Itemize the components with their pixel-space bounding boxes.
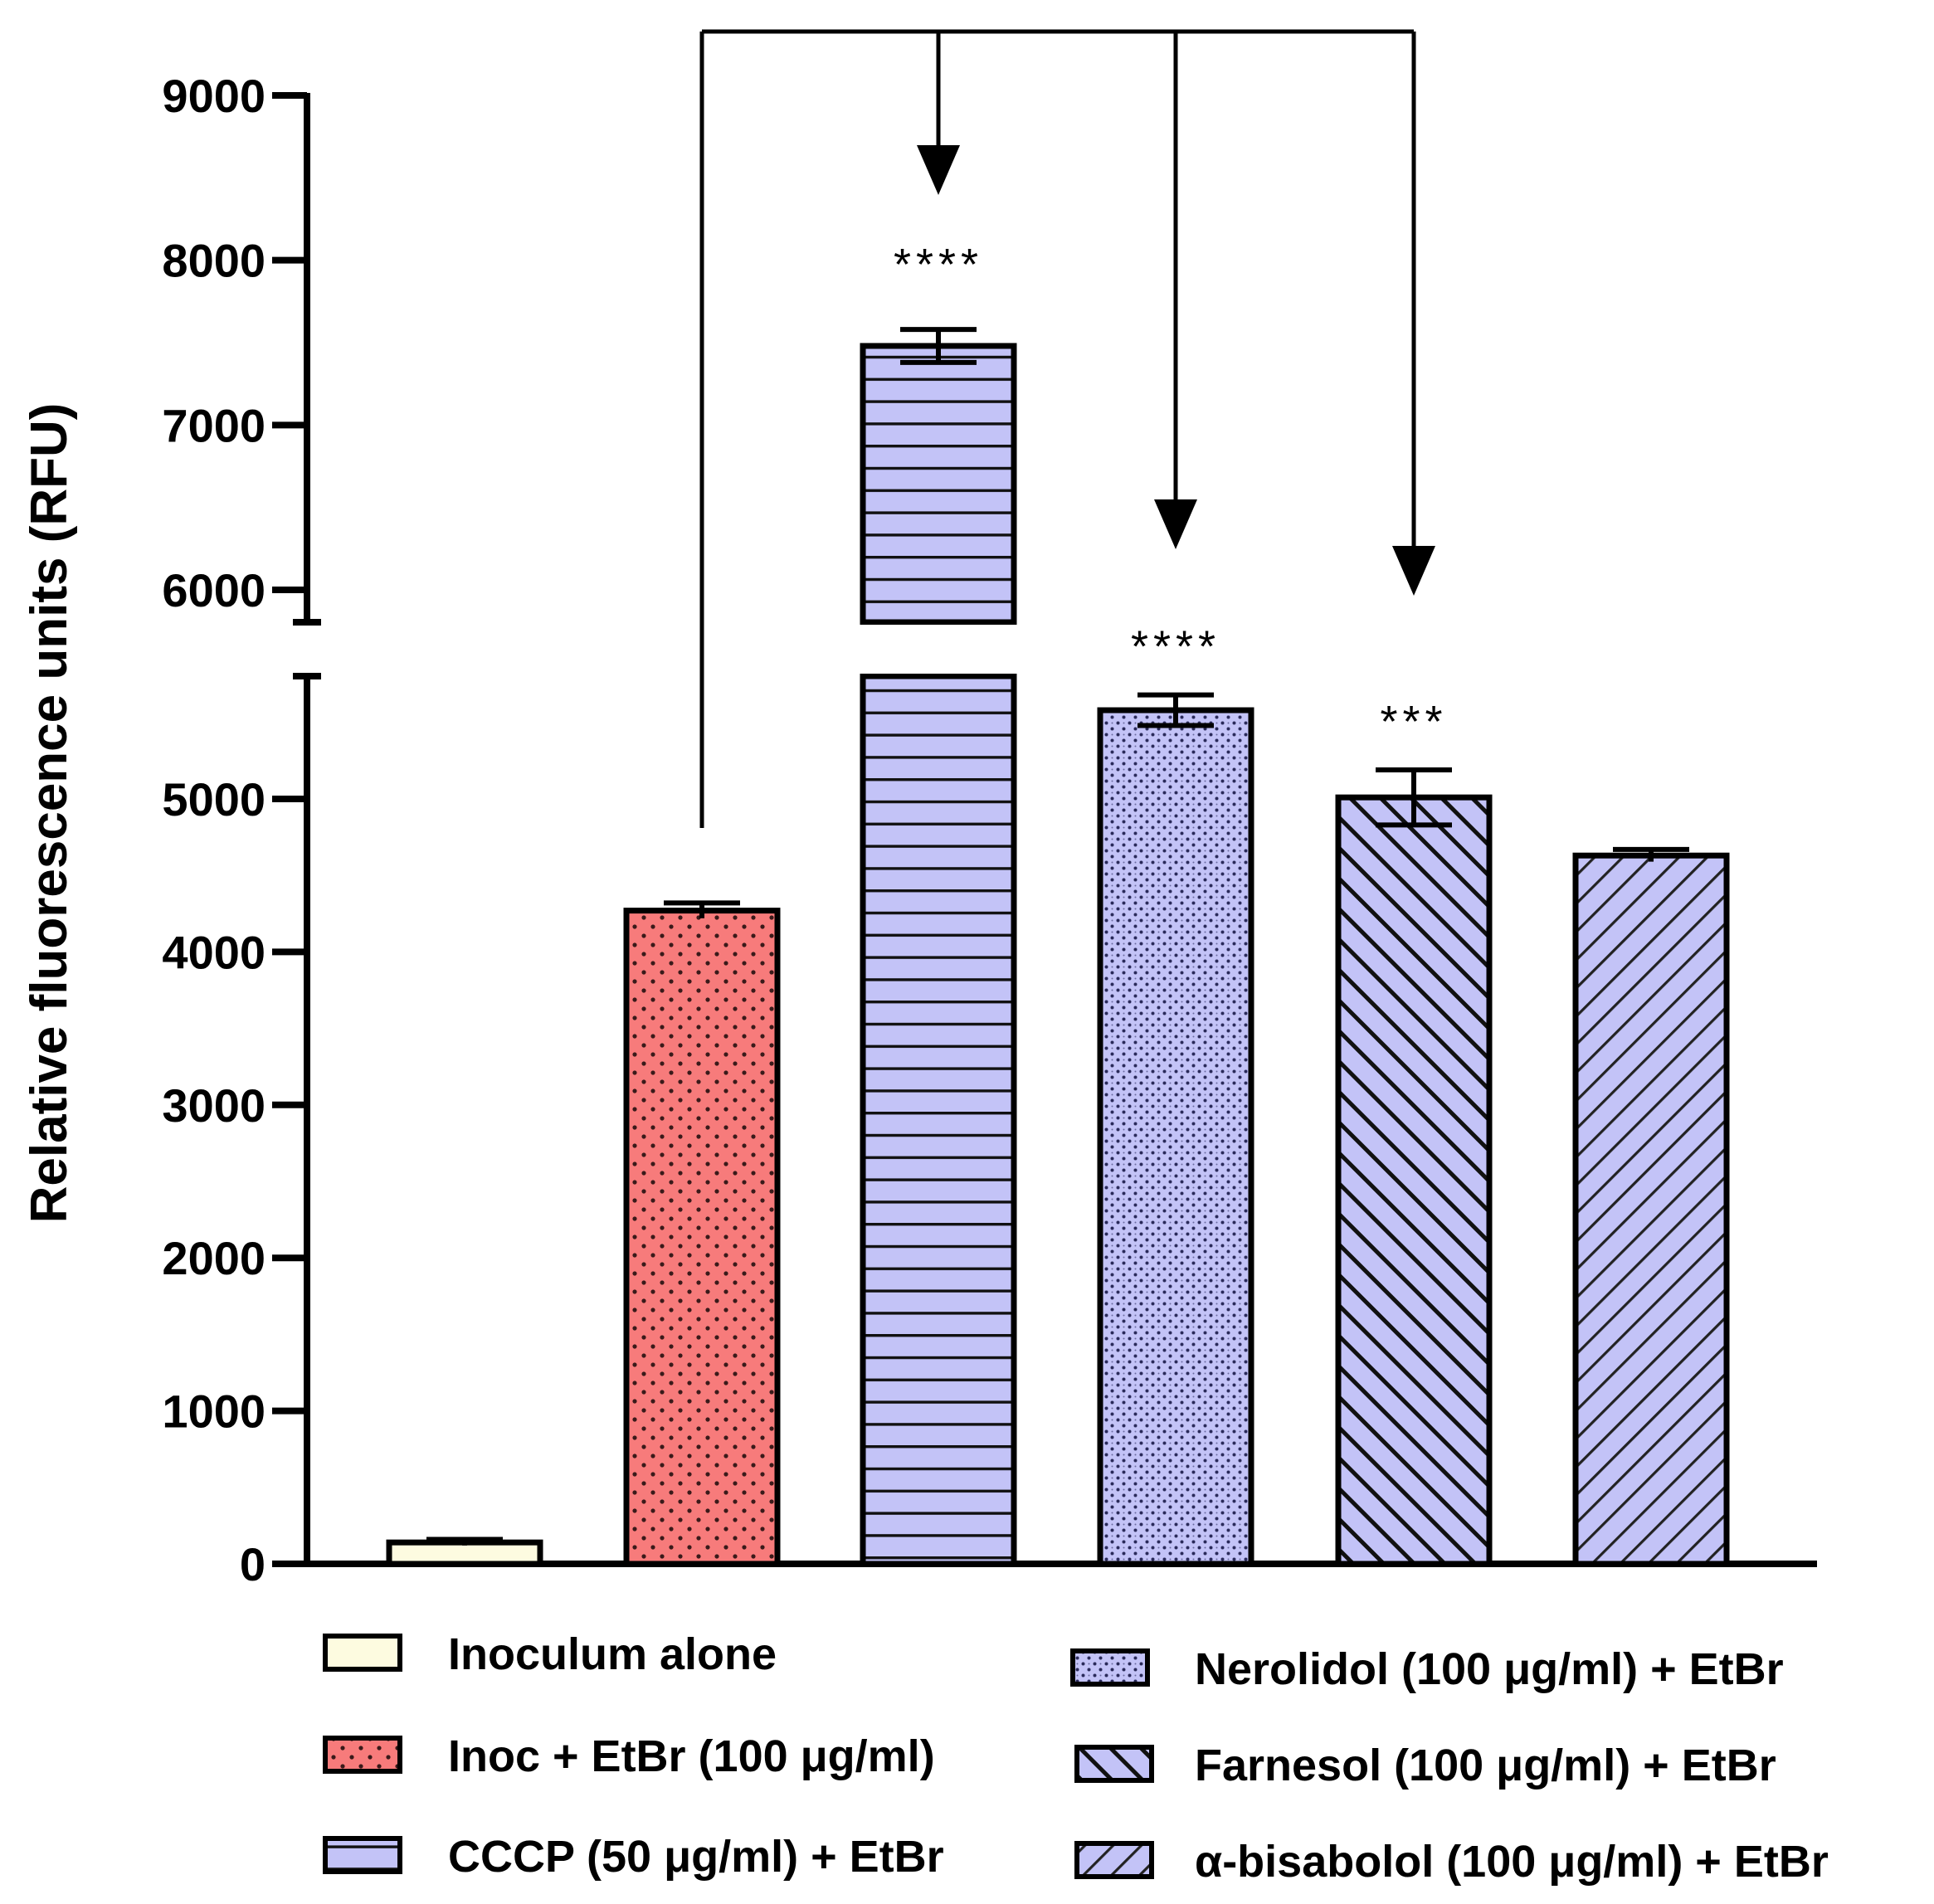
significance-label: **** (1131, 622, 1220, 672)
arrow-head-icon (1154, 499, 1197, 549)
legend-label: Farnesol (100 μg/ml) + EtBr (1195, 1741, 1776, 1790)
bar-inoc-etbr-100-g-ml (623, 908, 781, 1567)
legend-swatch (323, 1634, 402, 1672)
y-tick-label: 3000 (162, 1079, 265, 1132)
bar-bisabolol-100-g-ml-etbr (1572, 852, 1730, 1567)
bar-cccp-50-g-ml-etbr-lower (860, 673, 1017, 1567)
bar-inoculum-alone (386, 1539, 543, 1567)
y-tick-label: 8000 (162, 235, 265, 287)
bar-break-gap (858, 625, 1019, 674)
legend-label: CCCP (50 μg/ml) + EtBr (448, 1832, 944, 1882)
legend-label: α-bisabolol (100 μg/ml) + EtBr (1195, 1837, 1829, 1887)
y-tick-label: 6000 (162, 564, 265, 616)
legend-swatch (1070, 1648, 1150, 1687)
legend-label: Inoculum alone (448, 1629, 777, 1679)
y-tick-label: 1000 (162, 1385, 265, 1438)
bar-nerolidol-100-g-ml-etbr (1097, 707, 1254, 1567)
y-tick-label: 9000 (162, 70, 265, 122)
significance-label: *** (1380, 697, 1447, 747)
y-axis-title: Relative fluorescence units (RFU) (21, 403, 78, 1224)
bar-cccp-50-g-ml-etbr (860, 343, 1017, 626)
arrow-head-icon (1392, 546, 1435, 596)
bars: *********** (386, 240, 1730, 1567)
significance-label: **** (894, 240, 983, 290)
bar-farnesol-100-g-ml-etbr (1335, 794, 1493, 1567)
comparison-bracket (699, 29, 1435, 828)
legend-label: Inoc + EtBr (100 μg/ml) (448, 1731, 935, 1781)
legend-swatch (323, 1736, 402, 1774)
legend-swatch (1074, 1841, 1154, 1879)
y-tick-label: 4000 (162, 926, 265, 978)
y-tick-label: 7000 (162, 399, 265, 451)
legend-swatch (323, 1836, 402, 1874)
arrow-head-icon (917, 145, 960, 195)
y-tick-label: 5000 (162, 773, 265, 825)
y-tick-label: 2000 (162, 1232, 265, 1284)
axes: 0 1000 2000 3000 4000 5000 6000 7000 8000 9000 (162, 70, 1817, 1590)
legend-swatch (1074, 1745, 1154, 1783)
y-tick-label: 0 (240, 1538, 265, 1590)
legend: Inoculum alone Inoc + EtBr (100 μg/ml) CCC… (323, 1629, 1829, 1887)
legend-label: Nerolidol (100 μg/ml) + EtBr (1195, 1644, 1784, 1694)
